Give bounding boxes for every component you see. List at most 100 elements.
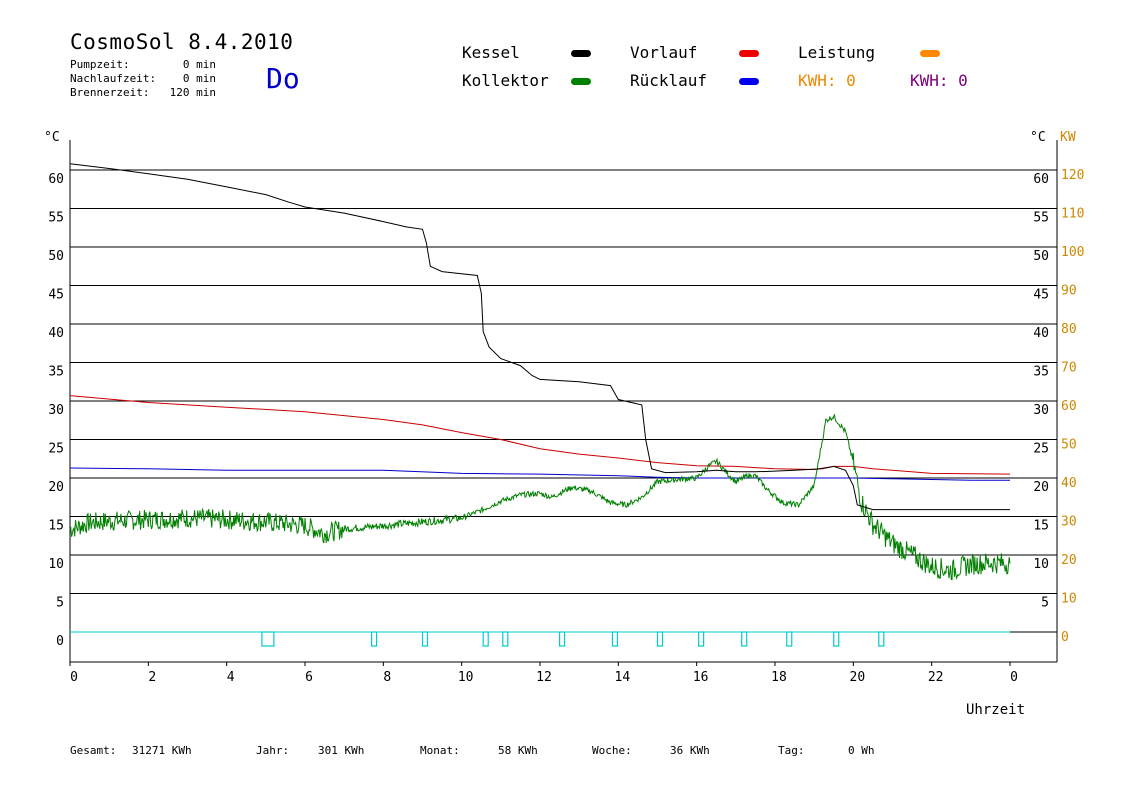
pump-marker bbox=[833, 631, 840, 647]
legend-kessel-label: Kessel bbox=[462, 43, 520, 62]
page-title: CosmoSol 8.4.2010 bbox=[70, 30, 294, 54]
y-axis-unit-left: °C bbox=[44, 130, 60, 145]
y-tick-label-kw: 110 bbox=[1061, 207, 1084, 222]
y-tick-label-right: 55 bbox=[1033, 211, 1049, 226]
y-tick-label-kw: 20 bbox=[1061, 553, 1077, 568]
x-tick-label: 2 bbox=[148, 670, 156, 685]
pump-marker bbox=[261, 631, 275, 647]
footer-jahr-value: 301 KWh bbox=[318, 744, 365, 757]
x-tick-label: 16 bbox=[693, 670, 709, 685]
info-value: 120 min bbox=[169, 86, 216, 99]
y-tick-label-kw: 70 bbox=[1061, 361, 1077, 376]
x-tick-label: 6 bbox=[305, 670, 313, 685]
legend-kollektor-label: Kollektor bbox=[462, 71, 549, 90]
y-tick-label-left: 40 bbox=[48, 326, 64, 341]
legend-ruecklauf-swatch bbox=[739, 78, 759, 85]
x-tick-label: 10 bbox=[458, 670, 474, 685]
footer-woche-label: Woche: bbox=[592, 744, 632, 757]
x-tick-label: 14 bbox=[615, 670, 631, 685]
footer-gesamt-value: 31271 KWh bbox=[132, 744, 192, 757]
x-tick-label: 4 bbox=[227, 670, 235, 685]
legend-leistung-swatch bbox=[920, 50, 940, 57]
y-tick-label-left: 25 bbox=[48, 442, 64, 457]
info-label: Brennerzeit: bbox=[70, 86, 150, 99]
y-tick-label-right: 25 bbox=[1033, 442, 1049, 457]
y-tick-label-kw: 50 bbox=[1061, 438, 1077, 453]
series-kessel-line bbox=[69, 163, 1010, 511]
y-tick-label-right: 30 bbox=[1033, 403, 1049, 418]
series-kollektor-line bbox=[69, 413, 1011, 581]
weekday-label: Do bbox=[266, 62, 300, 95]
x-axis-title: Uhrzeit bbox=[966, 702, 1026, 718]
x-tick-label: 0 bbox=[70, 670, 78, 685]
info-label: Pumpzeit: bbox=[70, 58, 130, 71]
y-axis-unit-right: °C bbox=[1030, 130, 1046, 145]
info-row-pumpzeit: Pumpzeit: 0 min bbox=[70, 58, 216, 71]
pump-marker bbox=[741, 631, 748, 647]
footer-gesamt-label: Gesamt: bbox=[70, 744, 117, 757]
y-tick-label-kw: 90 bbox=[1061, 284, 1077, 299]
y-tick-label-left: 50 bbox=[48, 249, 64, 264]
y-tick-label-left: 0 bbox=[56, 634, 64, 649]
y-tick-label-left: 20 bbox=[48, 480, 64, 495]
legend-vorlauf-label: Vorlauf bbox=[630, 43, 698, 62]
y-tick-label-right: 50 bbox=[1033, 249, 1049, 264]
pump-marker bbox=[786, 631, 793, 647]
y-tick-label-left: 10 bbox=[48, 557, 64, 572]
legend-leistung-label: Leistung bbox=[798, 43, 876, 62]
y-tick-label-kw: 40 bbox=[1061, 476, 1077, 491]
pump-marker bbox=[370, 631, 378, 647]
y-tick-label-left: 45 bbox=[48, 288, 64, 303]
y-tick-label-right: 60 bbox=[1033, 172, 1049, 187]
y-tick-label-left: 30 bbox=[48, 403, 64, 418]
pump-marker bbox=[611, 631, 619, 647]
y-tick-label-right: 45 bbox=[1033, 288, 1049, 303]
legend-kwh-leistung: KWH: 0 bbox=[798, 71, 856, 90]
y-tick-label-kw: 60 bbox=[1061, 399, 1077, 414]
y-tick-label-right: 10 bbox=[1033, 557, 1049, 572]
info-label: Nachlaufzeit: bbox=[70, 72, 157, 85]
x-tick-label: 0 bbox=[1010, 670, 1018, 685]
footer-tag-value: 0 Wh bbox=[848, 744, 875, 757]
info-row-brennerzeit: Brennerzeit: 120 min bbox=[70, 86, 216, 99]
y-tick-label-right: 20 bbox=[1033, 480, 1049, 495]
x-tick-label: 18 bbox=[771, 670, 787, 685]
y-tick-label-left: 60 bbox=[48, 172, 64, 187]
footer-woche-value: 36 KWh bbox=[670, 744, 710, 757]
y-tick-label-kw: 100 bbox=[1061, 245, 1084, 260]
y-tick-label-left: 15 bbox=[48, 519, 64, 534]
pump-marker bbox=[421, 631, 429, 647]
y-tick-label-right: 5 bbox=[1041, 596, 1049, 611]
legend-ruecklauf-label: Rücklauf bbox=[630, 71, 708, 90]
info-row-nachlaufzeit: Nachlaufzeit: 0 min bbox=[70, 72, 216, 85]
y-tick-label-kw: 0 bbox=[1061, 630, 1069, 645]
pump-marker bbox=[698, 631, 705, 647]
series-vorlauf-line bbox=[69, 395, 1011, 475]
y-tick-label-left: 5 bbox=[56, 596, 64, 611]
series-ruecklauf-line bbox=[69, 467, 1010, 481]
x-tick-label: 20 bbox=[850, 670, 866, 685]
info-value: 0 min bbox=[182, 58, 216, 71]
footer-monat-value: 58 KWh bbox=[498, 744, 538, 757]
info-value: 0 min bbox=[182, 72, 216, 85]
y-tick-label-right: 40 bbox=[1033, 326, 1049, 341]
y-axis-unit-kw: KW bbox=[1060, 130, 1076, 145]
footer-jahr-label: Jahr: bbox=[256, 744, 290, 757]
y-tick-label-right: 15 bbox=[1033, 519, 1049, 534]
pump-marker bbox=[656, 631, 664, 647]
y-tick-label-left: 55 bbox=[48, 211, 64, 226]
y-tick-label-kw: 10 bbox=[1061, 592, 1077, 607]
y-tick-label-right: 35 bbox=[1033, 365, 1049, 380]
x-tick-label: 12 bbox=[536, 670, 552, 685]
footer-monat-label: Monat: bbox=[420, 744, 460, 757]
y-tick-label-kw: 120 bbox=[1061, 168, 1084, 183]
x-tick-label: 22 bbox=[928, 670, 944, 685]
footer-tag-label: Tag: bbox=[778, 744, 805, 757]
y-tick-label-kw: 30 bbox=[1061, 515, 1077, 530]
pump-marker bbox=[558, 631, 566, 647]
y-tick-label-left: 35 bbox=[48, 365, 64, 380]
pump-marker bbox=[502, 631, 509, 647]
legend-vorlauf-swatch bbox=[739, 50, 759, 57]
x-tick-label: 8 bbox=[383, 670, 391, 685]
